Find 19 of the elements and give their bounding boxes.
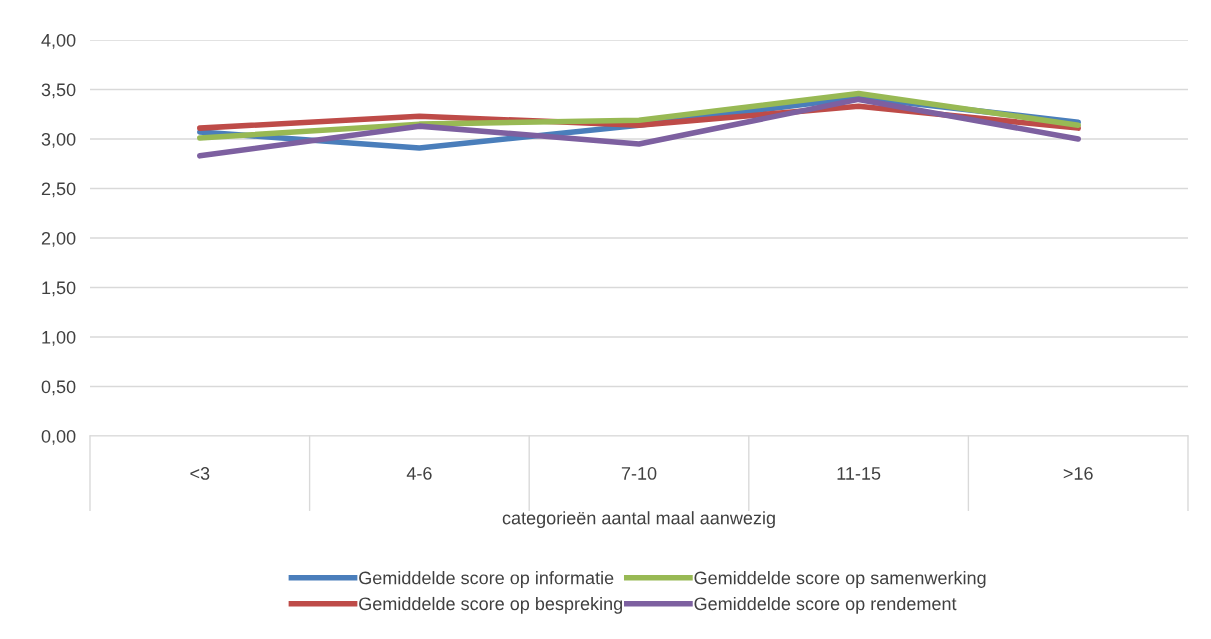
legend-label: Gemiddelde score op informatie [359, 571, 614, 588]
x-tick-label: 11-15 [837, 467, 881, 480]
x-tick-label: 7-10 [621, 467, 657, 480]
y-tick-label: 0,00 [41, 429, 76, 445]
legend-label: Gemiddelde score op samenwerking [694, 571, 986, 588]
x-tick-label: <3 [190, 467, 210, 480]
x-tick-label: >16 [1063, 467, 1093, 480]
x-tick-label: 4-6 [406, 467, 432, 480]
x-axis-title: categorieën aantal maal aanwezig [502, 511, 775, 528]
y-tick-label: 3,00 [41, 132, 76, 148]
legend-label: Gemiddelde score op bespreking [359, 596, 623, 614]
y-tick-label: 2,00 [41, 231, 76, 247]
y-tick-label: 0,50 [41, 380, 76, 396]
y-tick-label: 2,50 [41, 182, 76, 198]
y-tick-label: 1,50 [42, 281, 76, 297]
y-tick-label: 1,00 [42, 330, 76, 346]
y-tick-label: 4,00 [41, 33, 76, 49]
y-tick-label: 3,50 [41, 83, 76, 99]
legend-label: Gemiddelde score op rendement [694, 596, 957, 614]
